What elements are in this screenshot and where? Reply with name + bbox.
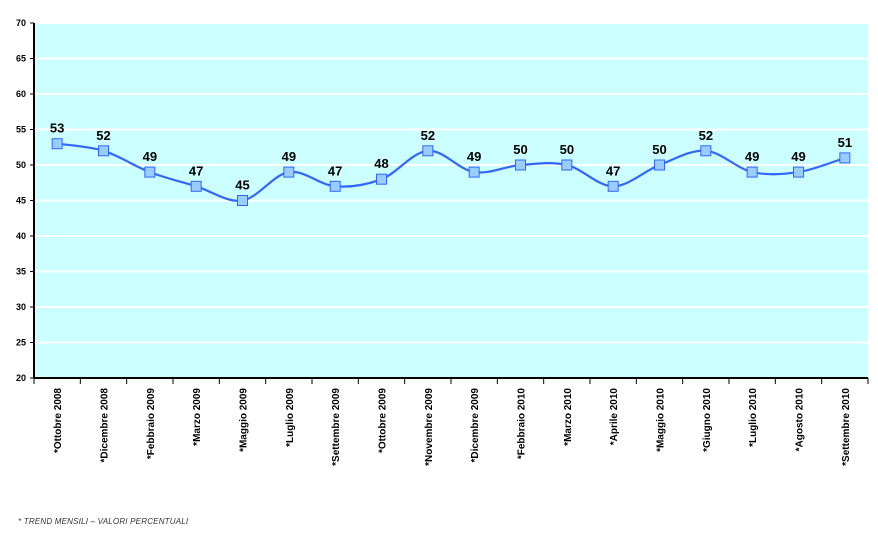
data-point-marker: [468, 166, 480, 178]
data-label: 52: [96, 128, 110, 143]
y-tick-label: 30: [16, 302, 26, 312]
x-tick-label: *Settembre 2009: [331, 388, 342, 466]
data-point-marker: [515, 159, 526, 171]
data-label: 50: [513, 142, 527, 157]
x-tick-label: *Agosto 2010: [795, 388, 806, 452]
data-point-marker: [746, 166, 758, 178]
x-tick-label: *Marzo 2010: [563, 388, 574, 446]
data-label: 49: [791, 149, 805, 164]
data-label: 48: [374, 156, 388, 171]
x-axis-ticks: *Ottobre 2008 *Dicembre 2008 *Febbraio 200…: [33, 378, 869, 466]
y-tick-label: 60: [16, 89, 26, 99]
data-point-marker: [654, 159, 665, 171]
data-label: 49: [143, 149, 157, 164]
x-tick-label: *Dicembre 2008: [100, 388, 111, 463]
x-tick-label: *Giugno 2010: [702, 388, 713, 452]
y-tick-label: 25: [16, 338, 26, 348]
data-point-marker: [329, 180, 341, 192]
x-tick-label: *Ottobre 2008: [53, 388, 64, 453]
data-label: 49: [467, 149, 481, 164]
x-tick-label: *Dicembre 2009: [470, 388, 481, 463]
data-point-marker: [422, 145, 434, 157]
data-label: 53: [50, 121, 64, 136]
data-label: 49: [745, 149, 759, 164]
data-label: 47: [606, 163, 620, 178]
data-label: 52: [421, 128, 435, 143]
data-point-marker: [607, 180, 619, 192]
gridlines: [34, 22, 868, 344]
data-markers: [51, 138, 851, 206]
y-tick-label: 20: [16, 373, 26, 383]
data-label: 52: [699, 128, 713, 143]
x-tick-label: *Febbraio 2010: [517, 388, 528, 460]
data-point-marker: [51, 138, 63, 150]
data-label: 45: [235, 178, 249, 193]
data-point-marker: [190, 180, 202, 192]
x-tick-label: *Aprile 2010: [609, 388, 620, 446]
data-point-marker: [561, 159, 573, 171]
x-tick-label: *Novembre 2009: [424, 388, 435, 466]
data-point-marker: [793, 166, 804, 178]
data-label: 49: [282, 149, 296, 164]
data-point-marker: [839, 152, 851, 164]
data-labels: 53 52 49 47 45 49 47 48 52 49 50 50 47 50 52 49 49 51: [50, 121, 852, 193]
x-tick-label: *Marzo 2009: [192, 388, 203, 446]
data-point-marker: [376, 173, 387, 185]
y-tick-label: 45: [16, 196, 26, 206]
x-tick-label: *Febbraio 2009: [146, 388, 157, 460]
y-tick-label: 70: [16, 18, 26, 28]
x-tick-label: *Luglio 2010: [748, 388, 759, 447]
data-label: 51: [838, 135, 852, 150]
y-tick-label: 65: [16, 54, 26, 64]
x-tick-label: *Maggio 2009: [239, 388, 250, 452]
data-point-marker: [144, 166, 156, 178]
y-axis-ticks: 20 25 30 35 40 45 50 55 60 65 70: [16, 18, 34, 383]
x-tick-label: *Maggio 2010: [656, 388, 667, 452]
data-label: 47: [328, 163, 342, 178]
footnote: * TREND MENSILI – VALORI PERCENTUALI: [18, 517, 189, 526]
x-tick-label: *Ottobre 2009: [378, 388, 389, 453]
data-point-marker: [283, 166, 295, 178]
data-label: 47: [189, 163, 203, 178]
y-tick-label: 55: [16, 125, 26, 135]
data-point-marker: [700, 145, 712, 157]
data-label: 50: [652, 142, 666, 157]
data-point-marker: [98, 145, 109, 157]
data-label: 50: [560, 142, 574, 157]
y-tick-label: 35: [16, 267, 26, 277]
x-tick-label: *Luglio 2009: [285, 388, 296, 447]
y-tick-label: 40: [16, 231, 26, 241]
data-point-marker: [237, 195, 248, 206]
x-tick-label: *Settembre 2010: [841, 388, 852, 466]
y-tick-label: 50: [16, 160, 26, 170]
